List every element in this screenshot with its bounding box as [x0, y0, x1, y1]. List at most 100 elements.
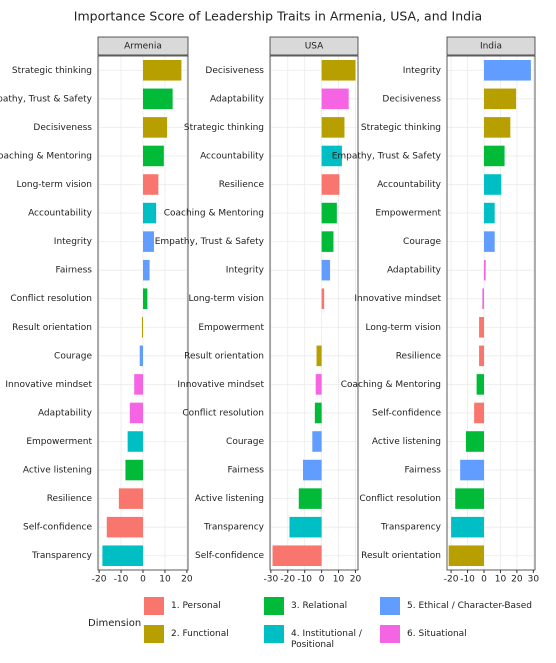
- bar: [484, 88, 517, 110]
- bar: [451, 516, 485, 538]
- x-tick-label: -20: [280, 575, 295, 585]
- y-tick-label: Transparency: [31, 551, 93, 561]
- x-tick-label: -20: [92, 575, 107, 585]
- y-tick-label: Result orientation: [12, 323, 92, 333]
- legend-key: [144, 625, 164, 643]
- x-tick-label: -10: [297, 575, 312, 585]
- strip: [269, 36, 359, 56]
- bar: [315, 374, 322, 395]
- bar: [321, 117, 345, 138]
- bar: [484, 174, 502, 195]
- bar: [134, 374, 143, 395]
- bar: [484, 117, 511, 138]
- x-tick-label: -20: [444, 575, 459, 585]
- y-tick-label: Transparency: [380, 523, 442, 533]
- y-tick-label: Self-confidence: [195, 551, 264, 561]
- bar: [143, 88, 173, 110]
- y-tick-label: Coaching & Mentoring: [0, 151, 92, 161]
- y-tick-label: Fairness: [55, 266, 92, 276]
- y-tick-label: Resilience: [47, 494, 93, 504]
- y-tick-label: Empowerment: [198, 323, 264, 333]
- bar: [321, 145, 342, 167]
- panel-background: [447, 56, 535, 570]
- bar: [484, 231, 495, 252]
- bar: [321, 288, 325, 310]
- legend-key: [144, 597, 164, 615]
- y-tick-label: Result orientation: [361, 551, 441, 561]
- bar: [465, 431, 485, 452]
- bar: [321, 174, 340, 195]
- panel-border: [446, 55, 536, 571]
- bar: [129, 402, 143, 424]
- y-tick-label: Transparency: [203, 523, 265, 533]
- y-tick-label: Coaching & Mentoring: [164, 209, 264, 219]
- x-tick-label: 10: [159, 575, 171, 585]
- y-tick-label: Decisiveness: [382, 94, 441, 104]
- legend-label: 4. Institutional / Positional: [291, 629, 362, 650]
- y-tick-label: Resilience: [219, 180, 265, 190]
- y-tick-label: Active listening: [195, 494, 264, 504]
- y-tick-label: Courage: [403, 237, 441, 247]
- y-tick-label: Fairness: [404, 466, 441, 476]
- panel-title: USA: [305, 42, 324, 52]
- bar: [289, 516, 322, 538]
- y-tick-label: Self-confidence: [372, 408, 441, 418]
- bar: [143, 117, 168, 138]
- x-tick-label: 20: [181, 575, 193, 585]
- y-tick-label: Active listening: [23, 466, 92, 476]
- x-tick-label: 10: [333, 575, 345, 585]
- y-tick-label: Accountability: [200, 151, 265, 161]
- chart-title: Importance Score of Leadership Traits in…: [74, 9, 482, 24]
- y-tick-label: Innovative mindset: [177, 380, 264, 390]
- y-tick-label: Long-term vision: [189, 294, 265, 304]
- bar: [455, 488, 485, 509]
- bar: [143, 231, 154, 252]
- y-tick-label: Self-confidence: [23, 523, 92, 533]
- legend-label: 3. Relational: [291, 601, 348, 611]
- x-tick-label: 0: [481, 575, 487, 585]
- y-tick-label: Long-term vision: [366, 323, 442, 333]
- bar: [321, 59, 356, 81]
- bar: [143, 174, 159, 195]
- bar: [143, 288, 148, 310]
- legend-label: 6. Situational: [407, 629, 467, 639]
- bar: [484, 145, 505, 167]
- bar: [321, 88, 349, 110]
- bar: [321, 202, 337, 224]
- strip: [446, 36, 536, 56]
- x-tick-label: 0: [319, 575, 325, 585]
- bar: [312, 431, 322, 452]
- bar: [106, 516, 143, 538]
- x-tick-label: 20: [511, 575, 523, 585]
- y-tick-label: Strategic thinking: [184, 123, 264, 133]
- bar: [476, 374, 485, 395]
- x-tick-label: -10: [460, 575, 475, 585]
- bar: [448, 545, 485, 567]
- y-tick-label: Conflict resolution: [10, 294, 92, 304]
- bar: [484, 59, 531, 81]
- y-tick-label: Integrity: [54, 237, 93, 247]
- bar: [482, 288, 485, 310]
- y-tick-label: Conflict resolution: [359, 494, 441, 504]
- x-tick-label: 30: [528, 575, 540, 585]
- bar: [125, 459, 143, 481]
- legend-key: [264, 625, 284, 643]
- bar: [143, 59, 182, 81]
- chart: Importance Score of Leadership Traits in…: [0, 9, 540, 585]
- x-tick-label: 0: [140, 575, 146, 585]
- bar: [118, 488, 143, 509]
- panel-border: [97, 55, 189, 571]
- legend-label: 5. Ethical / Character-Based: [407, 601, 532, 611]
- y-tick-label: Courage: [226, 437, 264, 447]
- bar: [460, 459, 485, 481]
- y-tick-label: Innovative mindset: [5, 380, 92, 390]
- bar: [484, 259, 486, 281]
- y-tick-label: Adaptability: [38, 408, 93, 418]
- bar: [484, 202, 495, 224]
- y-tick-label: Empathy, Trust & Safety: [155, 237, 265, 247]
- x-tick-label: -10: [114, 575, 129, 585]
- y-tick-label: Integrity: [226, 266, 265, 276]
- bar: [102, 545, 143, 567]
- y-tick-label: Decisiveness: [33, 123, 92, 133]
- bar: [127, 431, 143, 452]
